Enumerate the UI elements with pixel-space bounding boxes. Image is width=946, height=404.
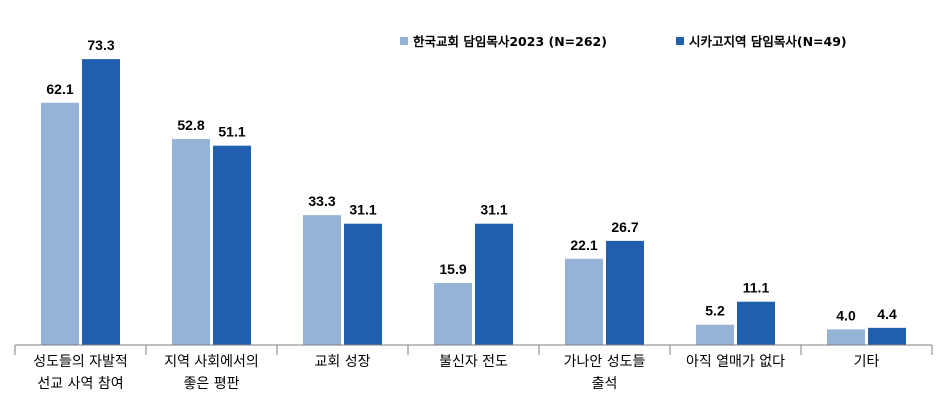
value-labels-group: 62.1 73.3 52.8 51.1 33.3 31.1 15.9 31.1 22.1 26.7… [46, 37, 897, 323]
bar-s2-c5 [606, 240, 644, 345]
category-labels-group: 성도들의 자발적 선교 사역 참여 지역 사회에서의 좋은 평판 교회 성장 불신자 전도… [33, 354, 879, 392]
value-label-s2-c5: 26.7 [611, 219, 638, 235]
bar-s1-c4 [434, 282, 472, 345]
value-label-s1-c4: 15.9 [439, 261, 466, 277]
bar-s1-c2 [172, 139, 210, 345]
value-label-s1-c1: 62.1 [46, 81, 73, 97]
category-label-5: 가나안 성도들 출석 [564, 354, 646, 392]
bar-s1-c1 [41, 102, 79, 345]
value-label-s1-c6: 5.2 [705, 303, 725, 319]
bar-s2-c1 [82, 59, 120, 345]
value-label-s2-c6: 11.1 [743, 280, 770, 296]
category-label-2: 지역 사회에서의 좋은 평판 [164, 354, 259, 392]
value-label-s2-c4: 31.1 [480, 202, 507, 218]
category-label-3: 교회 성장 [315, 354, 371, 370]
legend-label-2: 시카고지역 담임목사(N=49) [689, 34, 847, 49]
bar-s2-c7 [868, 327, 906, 345]
legend-label-1: 한국교회 담임목사2023 (N=262) [413, 34, 607, 49]
bar-s2-c2 [213, 145, 251, 345]
bars-group [41, 59, 906, 345]
value-label-s1-c3: 33.3 [308, 193, 335, 209]
category-label-4: 불신자 전도 [439, 354, 508, 370]
legend-swatch-2 [676, 37, 684, 45]
category-label-1: 성도들의 자발적 선교 사역 참여 [33, 354, 128, 392]
category-label-6: 아직 열매가 없다 [686, 354, 785, 370]
bar-s1-c3 [303, 215, 341, 345]
value-label-s2-c7: 4.4 [877, 306, 897, 322]
legend: 한국교회 담임목사2023 (N=262) 시카고지역 담임목사(N=49) [400, 34, 847, 49]
category-label-7: 기타 [854, 354, 880, 370]
value-label-s2-c1: 73.3 [87, 37, 114, 53]
x-axis [14, 344, 933, 355]
bar-s1-c6 [696, 324, 734, 345]
value-label-s1-c7: 4.0 [836, 307, 856, 323]
bar-s2-c6 [737, 301, 775, 345]
value-label-s2-c3: 31.1 [349, 202, 376, 218]
value-label-s2-c2: 51.1 [218, 124, 245, 140]
bar-s2-c4 [475, 223, 513, 345]
value-label-s1-c2: 52.8 [177, 117, 204, 133]
value-label-s1-c5: 22.1 [570, 237, 597, 253]
bar-s1-c5 [565, 258, 603, 345]
bar-s1-c7 [827, 329, 865, 345]
bar-s2-c3 [344, 223, 382, 345]
legend-swatch-1 [400, 37, 408, 45]
